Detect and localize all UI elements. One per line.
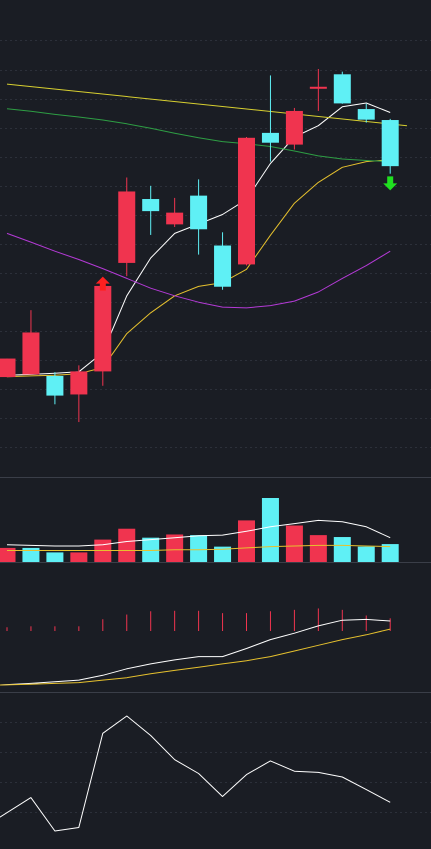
down-candle	[333, 74, 351, 104]
up-candle	[70, 371, 88, 395]
volume-bar	[214, 546, 232, 562]
sell-signal-arrow	[383, 176, 398, 191]
price-panel	[0, 69, 408, 423]
grid-lines	[0, 40, 431, 813]
volume-average-line	[6, 519, 391, 547]
up-candle	[22, 332, 40, 375]
volume-bar	[22, 547, 40, 562]
volume-panel	[0, 498, 399, 562]
up-candle	[166, 212, 184, 225]
up-candle	[238, 137, 255, 265]
volume-bar	[70, 552, 88, 562]
volume-bar	[46, 552, 64, 562]
indicator-line	[0, 618, 391, 686]
volume-bar	[142, 537, 160, 562]
volume-bar	[238, 520, 255, 562]
volume-bar	[261, 498, 279, 562]
indicator-line	[0, 628, 391, 686]
volume-bar	[166, 534, 184, 562]
down-candle	[142, 199, 160, 212]
oscillator-line	[0, 715, 391, 832]
down-candle	[190, 195, 208, 230]
down-candle	[261, 132, 279, 143]
down-candle	[214, 245, 232, 287]
moving-average-line	[6, 108, 391, 163]
volume-bar	[333, 537, 351, 562]
moving-average-line	[6, 232, 391, 309]
volume-bar	[118, 528, 136, 562]
up-candle	[285, 110, 303, 145]
down-candle	[357, 109, 375, 120]
volume-bar	[357, 546, 375, 562]
down-candle	[381, 120, 399, 167]
volume-bar	[285, 525, 303, 562]
down-candle	[46, 375, 64, 396]
volume-bar	[190, 535, 208, 562]
volume-bar	[381, 544, 399, 562]
up-candle	[94, 285, 112, 372]
indicator-panel	[0, 608, 391, 686]
up-candle	[118, 191, 136, 263]
up-candle	[0, 358, 16, 378]
volume-bar	[309, 535, 327, 562]
volume-bar	[0, 547, 16, 562]
oscillator-panel	[0, 715, 391, 832]
buy-signal-arrow	[95, 276, 110, 291]
up-candle	[309, 86, 327, 89]
moving-average-line	[6, 83, 408, 127]
volume-average-line	[7, 544, 391, 551]
